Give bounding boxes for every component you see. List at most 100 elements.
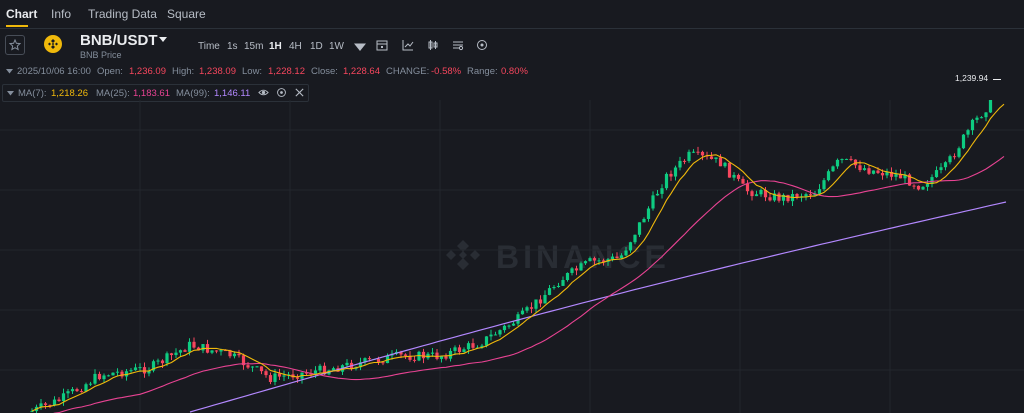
top-tabs: Chart Info Trading Data Square xyxy=(0,0,1024,29)
candle-body xyxy=(214,350,219,352)
candle-body xyxy=(925,184,930,187)
candle-body xyxy=(772,193,777,201)
candle-body xyxy=(223,350,228,352)
interval-dropdown-icon[interactable] xyxy=(354,42,366,54)
range-label: Range: xyxy=(467,66,498,77)
candlestick-chart[interactable] xyxy=(0,100,1024,413)
ma-settings-icon[interactable] xyxy=(276,87,287,98)
candle-body xyxy=(480,345,484,348)
candle-body xyxy=(156,360,160,362)
interval-1h[interactable]: 1H xyxy=(269,41,282,52)
candle-body xyxy=(804,194,808,197)
tab-trading-data[interactable]: Trading Data xyxy=(88,7,157,21)
candle-body xyxy=(160,360,165,364)
candle-body xyxy=(79,391,84,393)
candle-body xyxy=(471,343,475,348)
candle-body xyxy=(547,288,552,295)
candle-body xyxy=(565,272,570,281)
tab-chart[interactable]: Chart xyxy=(6,7,38,21)
candle-body xyxy=(570,268,574,273)
candle-body xyxy=(781,194,786,201)
tab-info[interactable]: Info xyxy=(51,7,72,21)
candle-body xyxy=(511,323,516,326)
candle-body xyxy=(187,341,192,352)
tab-square[interactable]: Square xyxy=(167,7,206,21)
candle-body xyxy=(201,344,205,351)
settings-icon[interactable] xyxy=(452,39,464,51)
candle-body xyxy=(655,193,660,196)
candle-body xyxy=(498,330,502,335)
candle-body xyxy=(295,377,300,379)
candle-type-icon[interactable] xyxy=(427,39,439,51)
candle-body xyxy=(165,353,169,364)
interval-4h[interactable]: 4H xyxy=(289,41,302,52)
candle-body xyxy=(597,260,601,262)
candle-body xyxy=(210,350,214,353)
chart-grid xyxy=(0,100,1024,413)
candle-body xyxy=(552,287,556,289)
interval-time[interactable]: Time xyxy=(198,41,220,52)
chevron-down-icon[interactable] xyxy=(159,37,167,42)
candle-body xyxy=(493,334,498,336)
candle-body xyxy=(930,177,934,185)
interval-15m[interactable]: 15m xyxy=(244,41,264,52)
indicator-icon[interactable] xyxy=(402,39,414,51)
eye-icon[interactable] xyxy=(258,87,269,98)
change-label: CHANGE: xyxy=(386,66,430,77)
candle-body xyxy=(367,358,372,360)
candle-body xyxy=(696,151,700,153)
candle-body xyxy=(304,372,309,374)
interval-1s[interactable]: 1s xyxy=(227,41,238,52)
high-value: 1,238.09 xyxy=(199,66,236,77)
candle-body xyxy=(637,222,642,235)
candle-body xyxy=(124,371,129,377)
candle-body xyxy=(97,373,102,380)
candle-body xyxy=(57,399,61,402)
candle-body xyxy=(763,189,768,198)
candle-body xyxy=(399,351,403,355)
ma7-label: MA(7): xyxy=(18,88,47,99)
interval-1w[interactable]: 1W xyxy=(329,41,344,52)
candle-body xyxy=(43,403,48,405)
candle-body xyxy=(939,167,943,171)
ma25-value: 1,183.61 xyxy=(133,88,170,99)
candle-body xyxy=(961,134,966,149)
candle-body xyxy=(727,162,732,178)
collapse-icon[interactable] xyxy=(6,69,13,74)
candle-body xyxy=(228,350,232,357)
close-icon[interactable] xyxy=(294,87,305,98)
ma99-value: 1,146.11 xyxy=(214,88,251,99)
interval-1d[interactable]: 1D xyxy=(310,41,323,52)
candle-body xyxy=(147,370,151,374)
candle-body xyxy=(282,375,286,377)
ohlc-date: 2025/10/06 16:00 xyxy=(17,66,91,77)
candle-body xyxy=(120,371,124,377)
calendar-icon[interactable] xyxy=(376,39,388,51)
candle-body xyxy=(489,334,493,337)
candle-body xyxy=(885,171,889,176)
candle-body xyxy=(957,148,961,157)
more-icon[interactable] xyxy=(476,39,488,51)
candle-body xyxy=(30,411,34,413)
candle-body xyxy=(196,347,201,351)
candle-body xyxy=(750,191,754,197)
candle-body xyxy=(687,151,691,161)
candle-body xyxy=(376,358,381,363)
candle-body xyxy=(430,352,435,354)
candle-body xyxy=(795,194,799,198)
pair-subtitle[interactable]: BNB Price xyxy=(80,50,122,60)
candle-body xyxy=(574,268,579,271)
collapse-ma-icon[interactable] xyxy=(7,91,14,96)
candle-body xyxy=(826,171,831,181)
favorite-button[interactable] xyxy=(5,35,25,55)
candle-body xyxy=(453,347,457,351)
candle-body xyxy=(133,367,138,371)
candle-body xyxy=(421,351,426,359)
pair-selector[interactable]: BNB/USDT xyxy=(80,32,158,49)
candle-body xyxy=(610,256,615,260)
candle-body xyxy=(817,189,822,194)
candle-body xyxy=(277,373,282,377)
candle-body xyxy=(178,350,183,353)
candle-body xyxy=(129,370,133,372)
candle-body xyxy=(39,403,43,407)
